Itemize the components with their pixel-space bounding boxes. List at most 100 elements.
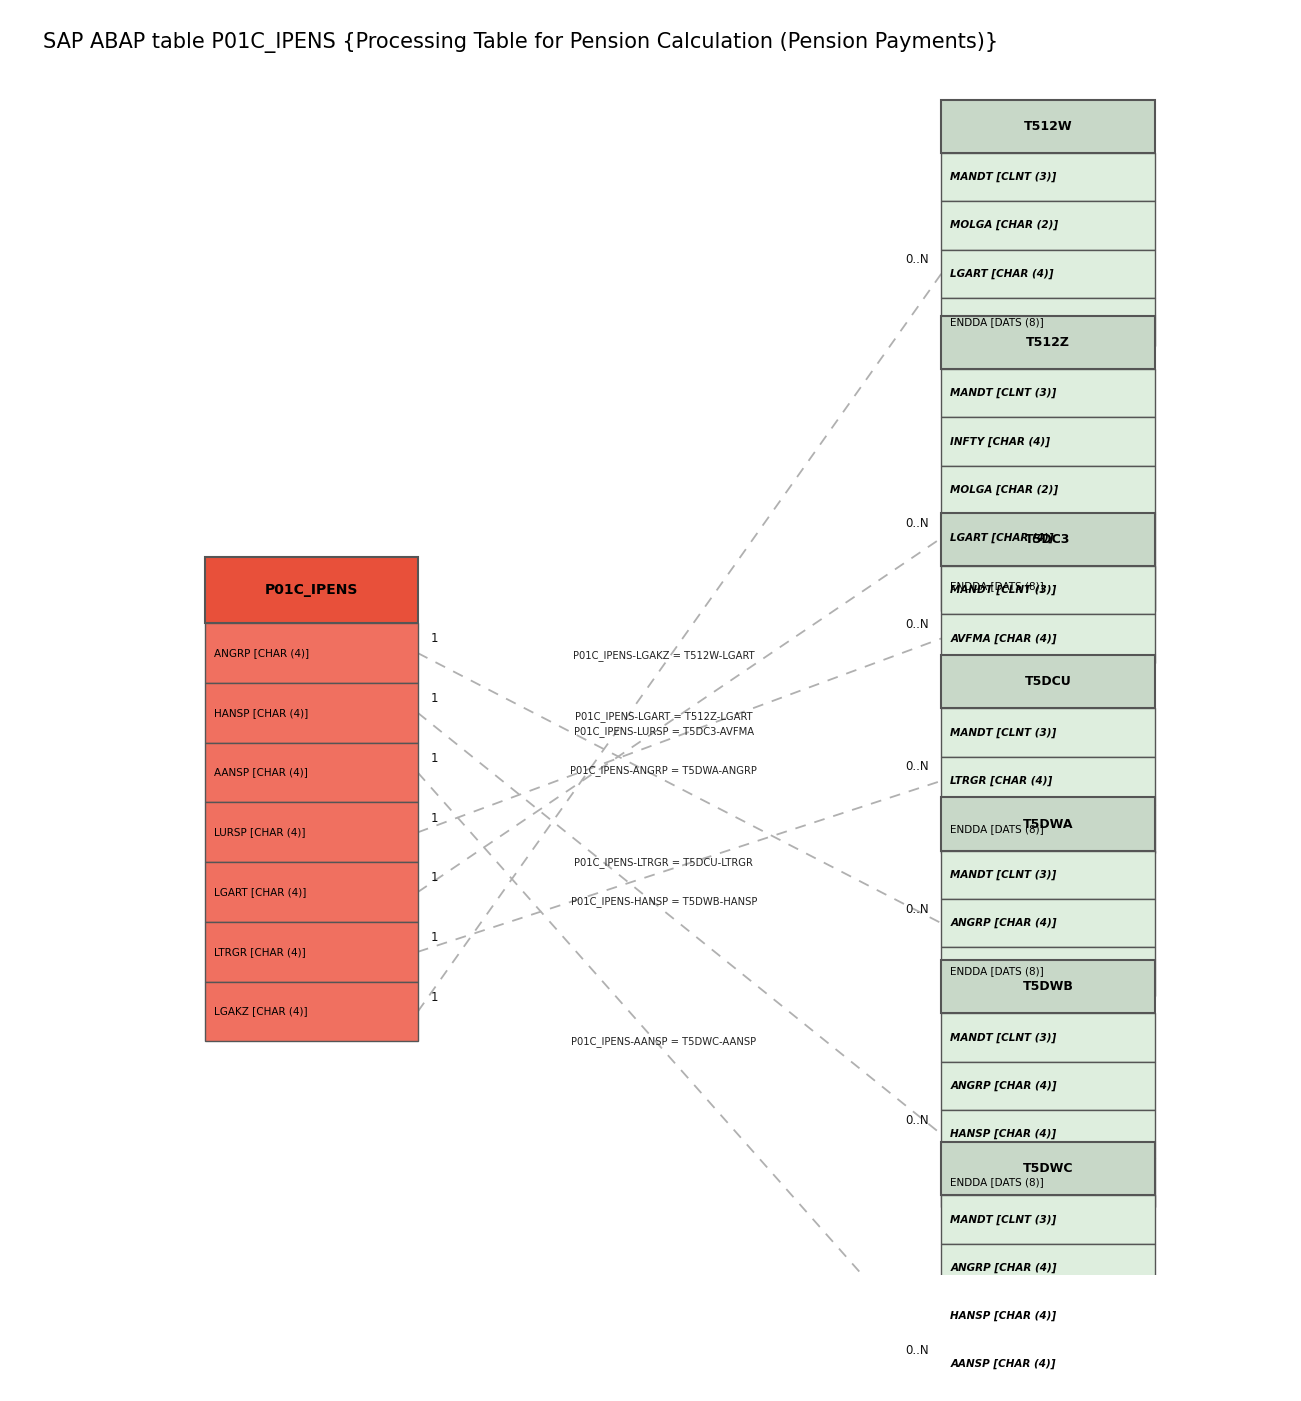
Text: P01C_IPENS-HANSP = T5DWB-HANSP: P01C_IPENS-HANSP = T5DWB-HANSP <box>571 897 757 906</box>
Text: P01C_IPENS: P01C_IPENS <box>264 583 358 597</box>
Text: P01C_IPENS-LURSP = T5DC3-AVFMA: P01C_IPENS-LURSP = T5DC3-AVFMA <box>574 727 755 737</box>
Text: LGART [CHAR (4)]: LGART [CHAR (4)] <box>951 532 1054 544</box>
Text: 1: 1 <box>431 991 438 1005</box>
Text: ENDDA [DATS (8)]: ENDDA [DATS (8)] <box>951 581 1045 591</box>
FancyBboxPatch shape <box>942 1292 1155 1341</box>
Text: 1: 1 <box>431 811 438 825</box>
Text: ANGRP [CHAR (4)]: ANGRP [CHAR (4)] <box>951 1080 1056 1091</box>
Text: MANDT [CLNT (3)]: MANDT [CLNT (3)] <box>951 727 1056 738</box>
FancyBboxPatch shape <box>942 249 1155 298</box>
FancyBboxPatch shape <box>942 562 1155 611</box>
FancyBboxPatch shape <box>942 1013 1155 1062</box>
Text: ENDDA [DATS (8)]: ENDDA [DATS (8)] <box>951 824 1045 834</box>
Text: LURSP [CHAR (4)]: LURSP [CHAR (4)] <box>213 828 304 838</box>
FancyBboxPatch shape <box>942 806 1155 853</box>
Text: T5DWC: T5DWC <box>1023 1161 1073 1175</box>
FancyBboxPatch shape <box>942 899 1155 947</box>
Text: 1: 1 <box>431 632 438 646</box>
Text: P01C_IPENS-LTRGR = T5DCU-LTRGR: P01C_IPENS-LTRGR = T5DCU-LTRGR <box>575 857 753 867</box>
FancyBboxPatch shape <box>942 797 1155 850</box>
Text: AVFMA [CHAR (4)]: AVFMA [CHAR (4)] <box>951 633 1056 643</box>
Text: T5DWB: T5DWB <box>1023 981 1073 993</box>
Text: ENDDA [DATS (8)]: ENDDA [DATS (8)] <box>951 1177 1045 1188</box>
Text: LGAKZ [CHAR (4)]: LGAKZ [CHAR (4)] <box>213 1006 307 1017</box>
Text: ENDDA [DATS (8)]: ENDDA [DATS (8)] <box>951 317 1045 326</box>
Text: 0..N: 0..N <box>904 902 929 916</box>
FancyBboxPatch shape <box>942 757 1155 806</box>
Text: P01C_IPENS-LGART = T512Z-LGART: P01C_IPENS-LGART = T512Z-LGART <box>575 710 753 722</box>
Text: HANSP [CHAR (4)]: HANSP [CHAR (4)] <box>951 1311 1056 1321</box>
Text: AANSP [CHAR (4)]: AANSP [CHAR (4)] <box>213 768 307 778</box>
Text: INFTY [CHAR (4)]: INFTY [CHAR (4)] <box>951 436 1050 447</box>
FancyBboxPatch shape <box>942 1110 1155 1159</box>
FancyBboxPatch shape <box>942 513 1155 566</box>
Text: ANGRP [CHAR (4)]: ANGRP [CHAR (4)] <box>951 1262 1056 1274</box>
FancyBboxPatch shape <box>942 514 1155 562</box>
FancyBboxPatch shape <box>204 862 418 922</box>
Text: P01C_IPENS-AANSP = T5DWC-AANSP: P01C_IPENS-AANSP = T5DWC-AANSP <box>571 1035 756 1047</box>
FancyBboxPatch shape <box>942 1341 1155 1388</box>
FancyBboxPatch shape <box>942 465 1155 514</box>
FancyBboxPatch shape <box>942 1244 1155 1292</box>
FancyBboxPatch shape <box>942 1195 1155 1244</box>
FancyBboxPatch shape <box>942 417 1155 465</box>
FancyBboxPatch shape <box>942 368 1155 417</box>
Text: T5DCU: T5DCU <box>1025 675 1071 688</box>
FancyBboxPatch shape <box>204 558 418 623</box>
FancyBboxPatch shape <box>942 1388 1155 1401</box>
FancyBboxPatch shape <box>204 743 418 803</box>
Text: ANGRP [CHAR (4)]: ANGRP [CHAR (4)] <box>213 649 308 658</box>
Text: T512Z: T512Z <box>1026 336 1069 349</box>
Text: 0..N: 0..N <box>904 1344 929 1356</box>
Text: 0..N: 0..N <box>904 761 929 773</box>
Text: 1: 1 <box>431 752 438 765</box>
FancyBboxPatch shape <box>942 566 1155 614</box>
Text: 0..N: 0..N <box>904 254 929 266</box>
FancyBboxPatch shape <box>942 298 1155 346</box>
Text: ANGRP [CHAR (4)]: ANGRP [CHAR (4)] <box>951 918 1056 929</box>
Text: SAP ABAP table P01C_IPENS {Processing Table for Pension Calculation (Pension Pay: SAP ABAP table P01C_IPENS {Processing Ta… <box>43 32 998 53</box>
Text: 1: 1 <box>431 932 438 944</box>
Text: 1: 1 <box>431 692 438 705</box>
Text: MOLGA [CHAR (2)]: MOLGA [CHAR (2)] <box>951 220 1059 231</box>
Text: 0..N: 0..N <box>904 1114 929 1126</box>
FancyBboxPatch shape <box>204 982 418 1041</box>
FancyBboxPatch shape <box>204 922 418 982</box>
FancyBboxPatch shape <box>204 803 418 862</box>
Text: AANSP [CHAR (4)]: AANSP [CHAR (4)] <box>951 1359 1056 1369</box>
Text: LGART [CHAR (4)]: LGART [CHAR (4)] <box>213 887 306 897</box>
FancyBboxPatch shape <box>942 202 1155 249</box>
Text: MANDT [CLNT (3)]: MANDT [CLNT (3)] <box>951 172 1056 182</box>
Text: 0..N: 0..N <box>904 517 929 531</box>
Text: MANDT [CLNT (3)]: MANDT [CLNT (3)] <box>951 870 1056 880</box>
Text: MANDT [CLNT (3)]: MANDT [CLNT (3)] <box>951 388 1056 398</box>
Text: HANSP [CHAR (4)]: HANSP [CHAR (4)] <box>213 708 308 717</box>
FancyBboxPatch shape <box>942 850 1155 899</box>
Text: LTRGR [CHAR (4)]: LTRGR [CHAR (4)] <box>951 776 1053 786</box>
Text: T5DC3: T5DC3 <box>1025 532 1071 546</box>
FancyBboxPatch shape <box>942 1159 1155 1206</box>
FancyBboxPatch shape <box>942 947 1155 996</box>
FancyBboxPatch shape <box>942 1062 1155 1110</box>
FancyBboxPatch shape <box>942 315 1155 368</box>
FancyBboxPatch shape <box>942 960 1155 1013</box>
FancyBboxPatch shape <box>204 623 418 682</box>
Text: 1: 1 <box>431 871 438 884</box>
FancyBboxPatch shape <box>204 682 418 743</box>
Text: MANDT [CLNT (3)]: MANDT [CLNT (3)] <box>951 1215 1056 1224</box>
Text: LTRGR [CHAR (4)]: LTRGR [CHAR (4)] <box>213 947 306 957</box>
FancyBboxPatch shape <box>942 99 1155 153</box>
Text: 0..N: 0..N <box>904 618 929 630</box>
FancyBboxPatch shape <box>942 656 1155 709</box>
Text: P01C_IPENS-LGAKZ = T512W-LGART: P01C_IPENS-LGAKZ = T512W-LGART <box>572 650 755 661</box>
Text: T5DWA: T5DWA <box>1023 818 1073 831</box>
Text: MANDT [CLNT (3)]: MANDT [CLNT (3)] <box>951 586 1056 595</box>
Text: ENDDA [DATS (8)]: ENDDA [DATS (8)] <box>951 967 1045 976</box>
Text: LGART [CHAR (4)]: LGART [CHAR (4)] <box>951 269 1054 279</box>
FancyBboxPatch shape <box>942 153 1155 202</box>
FancyBboxPatch shape <box>942 709 1155 757</box>
FancyBboxPatch shape <box>942 1142 1155 1195</box>
Text: MOLGA [CHAR (2)]: MOLGA [CHAR (2)] <box>951 485 1059 495</box>
Text: P01C_IPENS-ANGRP = T5DWA-ANGRP: P01C_IPENS-ANGRP = T5DWA-ANGRP <box>570 765 757 776</box>
Text: MANDT [CLNT (3)]: MANDT [CLNT (3)] <box>951 1033 1056 1042</box>
